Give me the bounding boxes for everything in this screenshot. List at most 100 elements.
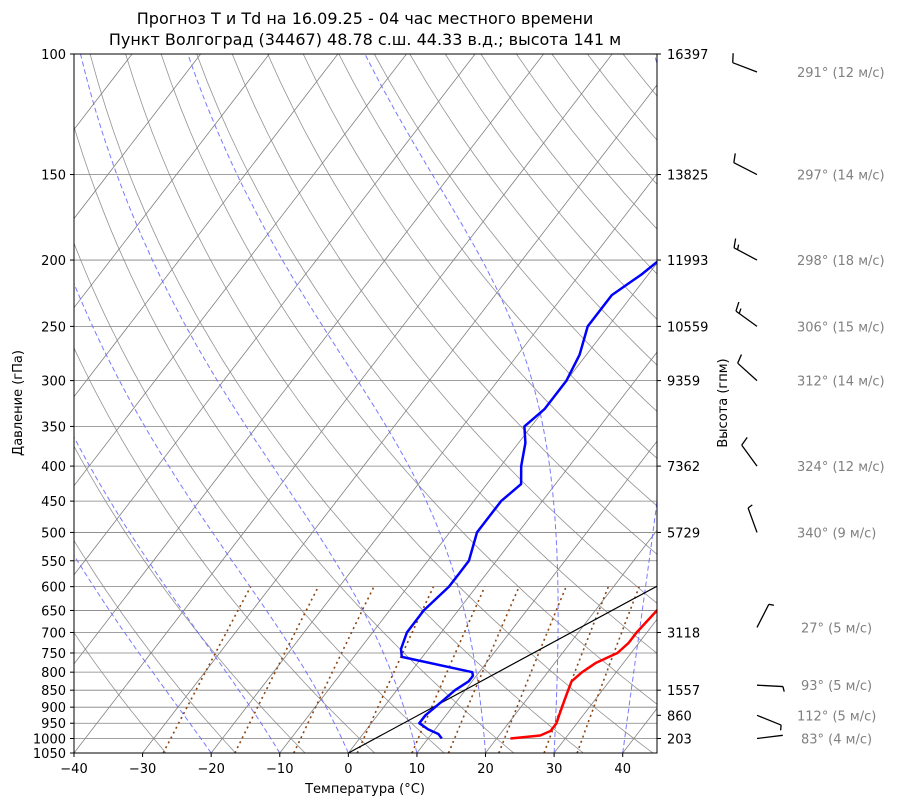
dry-adiabat-line (160, 54, 657, 705)
y-tick-label: 700 (41, 626, 66, 641)
isotherm-line (416, 440, 657, 753)
y-tick-label: 750 (41, 647, 66, 662)
isotherm-line (142, 84, 657, 753)
x-tick-label: −10 (266, 762, 293, 777)
dry-adiabat-line (267, 54, 657, 555)
dry-adiabat-line (302, 54, 657, 507)
wind-barb-flag (733, 238, 737, 248)
wind-barb-staff (756, 714, 782, 726)
wind-label: 112° (5 м/с) (797, 709, 876, 724)
wind-label: 312° (14 м/с) (797, 375, 885, 390)
y-tick-label: 100 (41, 48, 66, 63)
x-tick-label: 40 (614, 762, 631, 777)
moist-adiabat-line (74, 282, 349, 753)
y-tick-label: 250 (41, 320, 66, 335)
wind-label: 297° (14 м/с) (797, 169, 885, 184)
isotherm-line (348, 351, 657, 753)
dry-adiabat-line (338, 54, 657, 459)
wind-barb (756, 603, 775, 628)
height-axis-label: Высота (гпм) (716, 358, 731, 447)
height-tick-label: 16397 (667, 48, 708, 63)
dry-adiabat-line (74, 242, 445, 753)
mixing-ratio-line (543, 586, 610, 753)
wind-barb-flag (735, 301, 740, 312)
wind-label: 298° (18 м/с) (797, 254, 885, 269)
wind-label: 27° (5 м/с) (801, 621, 872, 636)
temperature-line (510, 608, 657, 740)
chart-subtitle: Пункт Волгоград (34467) 48.78 с.ш. 44.33… (109, 30, 621, 49)
y-tick-label: 300 (41, 375, 66, 390)
mixing-ratio-line (498, 586, 567, 753)
dry-adiabat-line (622, 54, 657, 97)
x-tick-label: 20 (477, 762, 494, 777)
wind-barb-half-flag (747, 504, 753, 509)
wind-barb-staff (747, 507, 758, 533)
mixing-ratio-line (356, 586, 435, 753)
wind-barb-half-flag (736, 244, 740, 250)
isotherm-line (485, 529, 657, 753)
height-tick-label: 860 (667, 709, 692, 724)
dry-adiabat-line (480, 54, 657, 275)
moist-adiabat-line (80, 54, 418, 753)
isotherm-line (74, 54, 339, 398)
wind-barb-flag (741, 436, 748, 446)
moist-adiabat-line (187, 54, 486, 753)
moist-adiabat-line (622, 54, 657, 753)
wind-barb-staff (756, 604, 770, 628)
isotherm-line (74, 54, 202, 220)
moist-adiabat-line (74, 554, 212, 753)
wind-barb (732, 53, 758, 73)
background-lines (74, 54, 900, 753)
wind-label: 306° (15 м/с) (797, 320, 885, 335)
dry-adiabat-line (196, 54, 657, 654)
wind-barb-staff (741, 444, 758, 467)
wind-barb-staff (756, 684, 783, 688)
wind-label: 83° (4 м/с) (801, 732, 872, 747)
chart-title: Прогноз T и Td на 16.09.25 - 04 час мест… (137, 9, 593, 28)
y-tick-label: 650 (41, 604, 66, 619)
wind-barb-staff (756, 734, 783, 740)
dry-adiabat-line (74, 445, 306, 753)
moist-adiabat-line (74, 436, 281, 753)
dewpoint-line (399, 260, 657, 740)
height-tick-label: 3118 (667, 626, 700, 641)
height-tick-label: 9359 (667, 375, 700, 390)
dry-adiabat-line (231, 54, 657, 604)
wind-barb-staff (733, 162, 758, 176)
y-tick-label: 450 (41, 495, 66, 510)
dry-adiabat-line (74, 125, 515, 753)
wind-barb-half-flag (768, 603, 775, 606)
y-tick-label: 150 (41, 169, 66, 184)
isotherm-line (74, 54, 270, 309)
wind-barb-flag (733, 153, 736, 163)
y-tick-label: 200 (41, 254, 66, 269)
x-tick-label: −20 (197, 762, 224, 777)
x-axis-ticks: −40 −30 −20 −10 0 10 20 30 40 (60, 753, 631, 777)
y-tick-label: 1000 (33, 732, 66, 747)
moist-adiabat-line (364, 54, 559, 753)
wind-barb (741, 436, 758, 467)
wind-barb-staff (735, 310, 758, 327)
wind-label: 93° (5 м/с) (801, 679, 872, 694)
wind-barb (756, 734, 783, 740)
wind-barb-staff (733, 247, 758, 261)
mixing-ratio-line (576, 586, 640, 753)
dry-adiabat-line (409, 54, 657, 366)
wind-label: 324° (12 м/с) (797, 460, 885, 475)
isotherm-line (553, 618, 657, 753)
mixing-ratio-line (162, 586, 252, 753)
y-tick-label: 900 (41, 701, 66, 716)
mixing-ratio-line (411, 586, 486, 753)
wind-barbs (732, 53, 785, 740)
height-tick-label: 1557 (667, 684, 700, 699)
wind-barb-staff (737, 362, 758, 382)
height-tick-label: 10559 (667, 320, 708, 335)
dry-adiabat-line (444, 54, 657, 320)
dry-adiabat-line (74, 632, 167, 753)
dry-adiabat-line (659, 54, 900, 753)
height-tick-label: 203 (667, 732, 692, 747)
dry-adiabat-line (516, 54, 657, 230)
x-tick-label: −30 (129, 762, 156, 777)
y-axis-label: Давление (гПа) (11, 350, 26, 456)
isotherm-line (210, 173, 657, 753)
